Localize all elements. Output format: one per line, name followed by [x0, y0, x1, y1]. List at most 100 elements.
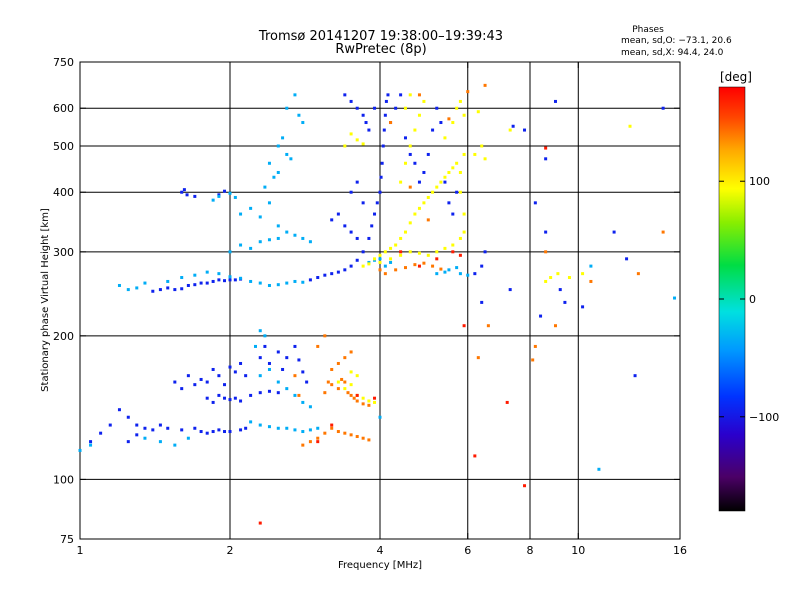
data-point	[435, 272, 439, 276]
x-tick-label: 2	[227, 544, 234, 557]
data-point	[466, 90, 470, 94]
data-point	[343, 387, 347, 391]
data-point	[182, 188, 186, 192]
data-point	[308, 428, 312, 432]
data-point	[323, 391, 327, 395]
x-axis-label: Frequency [MHz]	[338, 560, 422, 571]
data-point	[422, 201, 426, 205]
data-point	[308, 440, 312, 444]
data-point	[205, 431, 209, 435]
data-point	[135, 286, 139, 290]
data-point	[173, 443, 177, 447]
x-tick-label: 1	[77, 544, 84, 557]
data-point	[443, 175, 447, 179]
data-point	[361, 113, 365, 117]
y-axis-label: Stationary phase Virtual Height [km]	[40, 208, 51, 392]
data-point	[343, 268, 347, 272]
data-point	[355, 258, 359, 262]
data-point	[349, 132, 353, 136]
data-point	[343, 224, 347, 228]
data-point	[186, 374, 190, 378]
data-point	[466, 273, 470, 277]
data-point	[458, 99, 462, 103]
data-point	[276, 426, 280, 430]
data-point	[426, 253, 430, 257]
data-point	[276, 283, 280, 287]
data-point	[439, 121, 443, 125]
data-point	[244, 426, 248, 430]
data-point	[408, 185, 412, 189]
data-point	[389, 257, 393, 261]
data-point	[316, 440, 320, 444]
data-point	[166, 286, 170, 290]
data-point	[151, 428, 155, 432]
data-point	[126, 288, 130, 292]
x-tick-label: 4	[377, 544, 384, 557]
data-point	[217, 393, 221, 397]
data-point	[233, 195, 237, 199]
x-tick-label: 6	[464, 544, 471, 557]
data-point	[544, 157, 548, 161]
data-point	[355, 399, 359, 403]
data-point	[199, 281, 203, 285]
data-point	[431, 190, 435, 194]
data-point	[158, 423, 162, 427]
data-point	[431, 264, 435, 268]
data-point	[458, 253, 462, 257]
data-point	[403, 106, 407, 110]
data-point	[413, 263, 417, 267]
y-tick-label: 300	[53, 246, 74, 259]
data-point	[343, 144, 347, 148]
data-point	[276, 224, 280, 228]
data-point	[355, 374, 359, 378]
data-point	[223, 279, 227, 283]
data-point	[228, 191, 232, 195]
data-point	[462, 212, 466, 216]
data-point	[431, 128, 435, 132]
data-point	[544, 279, 548, 283]
data-point	[267, 361, 271, 365]
data-point	[533, 344, 537, 348]
data-point	[301, 280, 305, 284]
data-point	[249, 279, 253, 283]
data-point	[263, 185, 267, 189]
data-point	[476, 356, 480, 360]
data-point	[361, 250, 365, 254]
data-point	[173, 380, 177, 384]
data-point	[193, 426, 197, 430]
data-point	[301, 121, 305, 125]
data-point	[117, 283, 121, 287]
data-point	[285, 152, 289, 156]
data-point	[476, 110, 480, 114]
data-point	[378, 260, 382, 264]
data-point	[228, 430, 232, 434]
data-point	[413, 161, 417, 165]
data-point	[193, 273, 197, 277]
data-point	[408, 250, 412, 254]
data-point	[480, 144, 484, 148]
data-point	[505, 400, 509, 404]
data-point	[249, 420, 253, 424]
data-point	[435, 106, 439, 110]
data-point	[305, 380, 309, 384]
title-block: Tromsø 20141207 19:38:00–19:39:43 RwPret…	[258, 29, 503, 57]
data-point	[558, 288, 562, 292]
data-point	[355, 106, 359, 110]
y-tick-label: 100	[53, 473, 74, 486]
data-point	[364, 121, 368, 125]
data-point	[336, 361, 340, 365]
y-tick-label: 750	[53, 56, 74, 69]
data-point	[301, 370, 305, 374]
data-point	[285, 230, 289, 234]
data-point	[301, 400, 305, 404]
data-point	[361, 402, 365, 406]
data-point	[205, 380, 209, 384]
data-point	[443, 270, 447, 274]
data-point	[211, 367, 215, 371]
data-point	[301, 236, 305, 240]
data-point	[378, 415, 382, 419]
data-point	[239, 276, 243, 280]
data-point	[349, 99, 353, 103]
data-point	[508, 288, 512, 292]
